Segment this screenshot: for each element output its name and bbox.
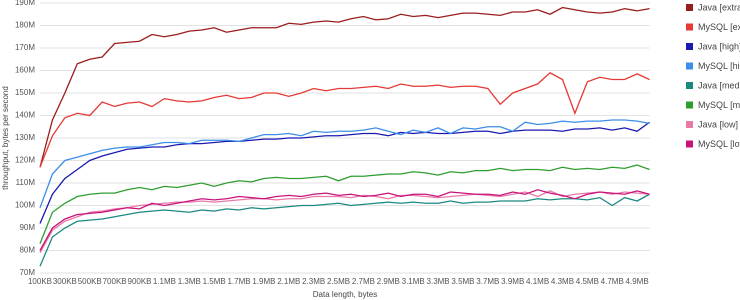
x-tick-label: 4.5MB <box>576 277 599 286</box>
x-tick-label: 1.1MB <box>153 277 176 286</box>
series-line <box>39 71 650 168</box>
x-tick-label: 2.9MB <box>377 277 400 286</box>
legend-label: MySQL [high] <box>698 61 740 71</box>
x-tick-label: 3.7MB <box>476 277 499 286</box>
y-tick-label: 190M <box>15 0 35 7</box>
x-tick-label: 1.9MB <box>252 277 275 286</box>
legend-label: Java [extra] <box>698 2 740 12</box>
x-tick-label: 4.9MB <box>626 277 649 286</box>
series-line <box>39 190 650 254</box>
legend-label: Java [low] <box>698 119 738 129</box>
y-tick-label: 110M <box>16 178 36 187</box>
legend-label: MySQL [extra] <box>698 22 740 32</box>
y-tick-label: 90M <box>19 223 35 232</box>
legend-label: MySQL [low] <box>698 139 740 149</box>
x-tick-label: 1.7MB <box>227 277 250 286</box>
series-line <box>39 193 650 267</box>
x-tick-label: 2.1MB <box>277 277 300 286</box>
y-tick-label: 160M <box>15 66 35 75</box>
x-tick-label: 1.5MB <box>203 277 226 286</box>
y-tick-label: 180M <box>15 21 35 30</box>
y-axis-title: throughput, bytes per second <box>1 86 10 190</box>
legend-swatch <box>686 140 693 148</box>
x-tick-label: 2.5MB <box>327 277 350 286</box>
x-tick-label: 2.7MB <box>352 277 375 286</box>
x-tick-label: 4.1MB <box>526 277 549 286</box>
legend-swatch <box>686 121 693 128</box>
x-tick-label: 3.1MB <box>402 277 425 286</box>
y-tick-label: 80M <box>19 246 35 255</box>
x-axis-title: Data length, bytes <box>313 290 377 299</box>
x-tick-label: 300KB <box>53 277 77 286</box>
x-tick-label: 3.5MB <box>451 277 474 286</box>
legend-label: MySQL [medium] <box>698 100 740 110</box>
x-tick-label: 4.3MB <box>551 277 574 286</box>
x-tick-label: 700KB <box>103 277 127 286</box>
x-tick-label: 1.3MB <box>178 277 201 286</box>
series-line <box>39 121 650 224</box>
series-line <box>39 119 650 208</box>
legend-swatch <box>686 82 693 89</box>
x-tick-label: 900KB <box>128 277 152 286</box>
series-line <box>39 164 650 244</box>
legend-swatch <box>686 23 693 31</box>
x-tick-label: 100KB <box>28 277 52 286</box>
y-tick-label: 120M <box>15 156 35 165</box>
y-tick-label: 150M <box>15 88 35 97</box>
y-tick-label: 70M <box>19 268 35 277</box>
series-line <box>39 189 650 251</box>
legend-swatch <box>686 62 693 70</box>
x-tick-label: 500KB <box>78 277 102 286</box>
legend-label: Java [medium] <box>698 80 740 90</box>
legend-swatch <box>686 101 693 109</box>
legend-label: Java [high] <box>698 41 740 51</box>
y-tick-label: 100M <box>15 201 35 210</box>
legend-swatch <box>686 4 693 11</box>
y-tick-label: 140M <box>15 111 35 120</box>
y-tick-label: 170M <box>15 43 35 52</box>
series-line <box>39 6 650 168</box>
x-tick-label: 2.3MB <box>302 277 325 286</box>
x-tick-label: 3.3MB <box>427 277 450 286</box>
legend-swatch <box>686 43 693 50</box>
x-tick-label: 4.7MB <box>601 277 624 286</box>
y-tick-label: 130M <box>15 133 35 142</box>
x-tick-label: 3.9MB <box>501 277 524 286</box>
